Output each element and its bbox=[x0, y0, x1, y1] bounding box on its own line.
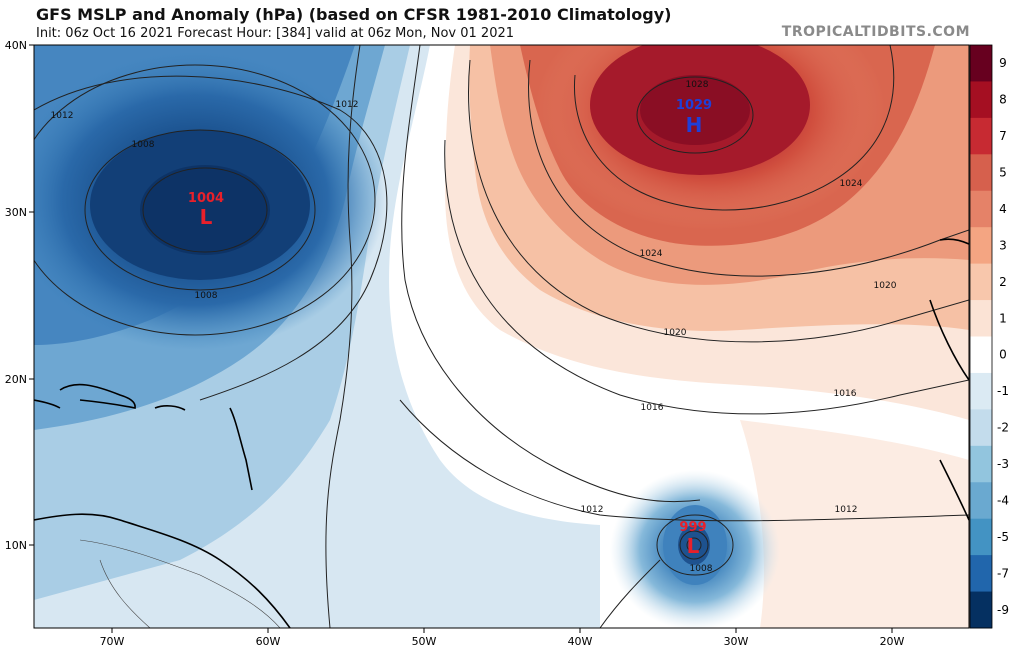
lon-label: 50W bbox=[412, 635, 437, 648]
contour-label: 1012 bbox=[835, 505, 858, 515]
lat-label: 20N bbox=[5, 373, 27, 386]
colorbar-swatch bbox=[970, 445, 992, 483]
colorbar-swatch bbox=[970, 518, 992, 556]
contour-label: 1012 bbox=[51, 111, 74, 121]
chart-title: GFS MSLP and Anomaly (hPa) (based on CFS… bbox=[36, 5, 672, 24]
pressure-center-value: 1004 bbox=[188, 191, 224, 206]
colorbar-swatch bbox=[970, 227, 992, 265]
contour-label: 1016 bbox=[641, 403, 664, 413]
pressure-center-value: 999 bbox=[679, 520, 706, 535]
colorbar-label: -1 bbox=[997, 384, 1009, 398]
colorbar-swatch bbox=[970, 190, 992, 228]
colorbar-label: 9 bbox=[999, 56, 1007, 70]
lon-label: 70W bbox=[100, 635, 125, 648]
lon-label: 60W bbox=[256, 635, 281, 648]
colorbar-label: -4 bbox=[997, 493, 1009, 507]
contour-label: 1024 bbox=[840, 179, 863, 189]
colorbar-label: -5 bbox=[997, 530, 1009, 544]
contour-label: 1008 bbox=[132, 140, 155, 150]
colorbar-label: -7 bbox=[997, 566, 1009, 580]
pressure-center-value: 1029 bbox=[676, 98, 712, 113]
contour-label: 1028 bbox=[686, 80, 709, 90]
colorbar-label: 5 bbox=[999, 166, 1007, 180]
lon-label: 30W bbox=[724, 635, 749, 648]
contour-label: 1016 bbox=[834, 389, 857, 399]
colorbar-swatch bbox=[970, 482, 992, 520]
lat-label: 30N bbox=[5, 206, 27, 219]
contour-label-group: 1012 1012 1008 1008 1028 1024 1024 1020 1020 1016… bbox=[51, 80, 897, 574]
borders bbox=[79, 539, 281, 628]
colorbar-label: 0 bbox=[999, 348, 1007, 362]
lat-label: 40N bbox=[5, 39, 27, 52]
colorbar-label: 2 bbox=[999, 275, 1007, 289]
colorbar-label: 7 bbox=[999, 129, 1007, 143]
contour-label: 1012 bbox=[581, 505, 604, 515]
colorbar-swatch bbox=[970, 263, 992, 301]
colorbar-swatch bbox=[970, 372, 992, 410]
pressure-center-letter: L bbox=[687, 534, 700, 558]
contour-label: 1008 bbox=[690, 564, 713, 574]
colorbar-label: 3 bbox=[999, 238, 1007, 252]
map-plot-area bbox=[34, 45, 969, 628]
colorbar-label: -9 bbox=[997, 603, 1009, 617]
colorbar-swatch bbox=[970, 336, 992, 374]
colorbar-swatch bbox=[970, 154, 992, 192]
latitude-axis: 40N 30N 20N 10N bbox=[5, 39, 34, 552]
colorbar-label: 4 bbox=[999, 202, 1007, 216]
colorbar-swatch bbox=[970, 409, 992, 447]
map-frame bbox=[33, 44, 970, 629]
colorbar-label: 1 bbox=[999, 311, 1007, 325]
contour-label: 1012 bbox=[336, 100, 359, 110]
colorbar-swatch bbox=[970, 81, 992, 119]
lon-label: 40W bbox=[568, 635, 593, 648]
pressure-center-letter: L bbox=[200, 205, 213, 229]
colorbar-swatch bbox=[970, 117, 992, 155]
contour-label: 1020 bbox=[664, 328, 687, 338]
pressure-center-letter: H bbox=[686, 113, 703, 137]
lat-label: 10N bbox=[5, 539, 27, 552]
colorbar-label: -2 bbox=[997, 421, 1009, 435]
brand-watermark: TROPICALTIDBITS.COM bbox=[781, 24, 970, 40]
colorbar-swatch bbox=[970, 591, 992, 629]
colorbar-label: 8 bbox=[999, 93, 1007, 107]
contour-label: 1020 bbox=[874, 281, 897, 291]
contour-label: 1008 bbox=[195, 291, 218, 301]
longitude-axis: 70W 60W 50W 40W 30W 20W bbox=[100, 628, 905, 648]
coastlines bbox=[34, 238, 969, 628]
anomaly-colorbar: 9 8 7 5 4 3 2 1 0 -1 -2 -3 -4 -5 -7 -9 bbox=[969, 44, 1009, 629]
colorbar-frame bbox=[969, 44, 993, 629]
colorbar-label: -3 bbox=[997, 457, 1009, 471]
colorbar-swatch bbox=[970, 45, 992, 82]
colorbar-swatch bbox=[970, 555, 992, 593]
isobar-contours bbox=[34, 45, 969, 628]
forecast-subtitle: Init: 06z Oct 16 2021 Forecast Hour: [38… bbox=[36, 26, 515, 41]
colorbar-swatch bbox=[970, 300, 992, 337]
contour-label: 1024 bbox=[640, 249, 663, 259]
lon-label: 20W bbox=[880, 635, 905, 648]
